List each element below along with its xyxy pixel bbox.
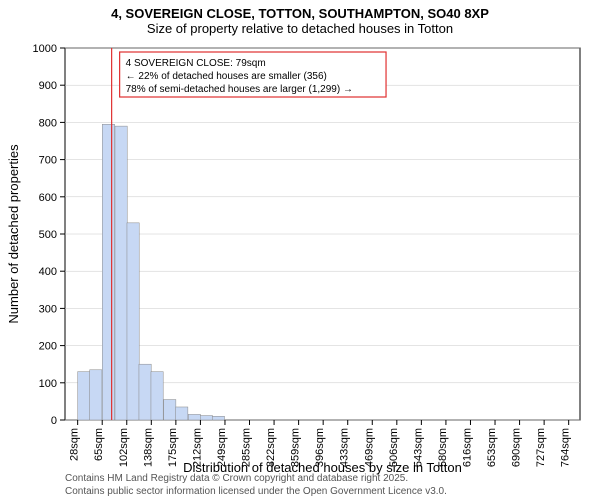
histogram-bar	[102, 124, 114, 420]
x-tick-label: 653sqm	[486, 428, 498, 467]
histogram-bar	[200, 416, 212, 420]
y-tick-label: 300	[39, 303, 57, 315]
footer-line-2: Contains public sector information licen…	[65, 486, 600, 499]
y-tick-label: 100	[39, 378, 57, 390]
histogram-chart: 0 100 200 300 400 500 600 700 800 900 1000 28sqm 65s…	[0, 0, 600, 500]
annotation-line: 78% of semi-detached houses are larger (…	[126, 84, 353, 95]
y-tick-label: 600	[39, 192, 57, 204]
chart-container: 4, SOVEREIGN CLOSE, TOTTON, SOUTHAMPTON,…	[0, 0, 600, 500]
histogram-bar	[164, 400, 176, 420]
histogram-bar	[212, 416, 224, 420]
annotation-line: 4 SOVEREIGN CLOSE: 79sqm	[126, 58, 266, 69]
y-tick-label: 500	[39, 229, 57, 241]
annotation-line: ← 22% of detached houses are smaller (35…	[126, 71, 327, 82]
x-tick-label: 727sqm	[535, 428, 547, 467]
x-tick-label: 764sqm	[560, 428, 572, 467]
x-tick-label: 175sqm	[167, 428, 179, 467]
chart-footer: Contains HM Land Registry data © Crown c…	[65, 473, 600, 498]
y-tick-label: 800	[39, 117, 57, 129]
y-tick-label: 700	[39, 155, 57, 167]
histogram-bar	[90, 370, 102, 420]
y-tick-label: 900	[39, 80, 57, 92]
histogram-bar	[151, 372, 163, 420]
histogram-bar	[127, 223, 139, 420]
footer-line-1: Contains HM Land Registry data © Crown c…	[65, 473, 600, 486]
x-tick-label: 690sqm	[511, 428, 523, 467]
x-tick-label: 616sqm	[461, 428, 473, 467]
x-tick-label: 28sqm	[69, 428, 81, 461]
y-tick-label: 400	[39, 266, 57, 278]
histogram-bar	[139, 364, 151, 420]
y-tick-label: 200	[39, 341, 57, 353]
y-tick-label: 0	[51, 415, 57, 427]
histogram-bar	[115, 126, 127, 420]
histogram-bar	[188, 414, 200, 420]
x-tick-label: 102sqm	[118, 428, 130, 467]
histogram-bar	[78, 372, 90, 420]
y-tick-label: 1000	[33, 43, 57, 55]
histogram-bar	[176, 407, 188, 420]
x-tick-label: 65sqm	[93, 428, 105, 461]
x-tick-label: 138sqm	[142, 428, 154, 467]
y-axis-label: Number of detached properties	[6, 144, 21, 324]
